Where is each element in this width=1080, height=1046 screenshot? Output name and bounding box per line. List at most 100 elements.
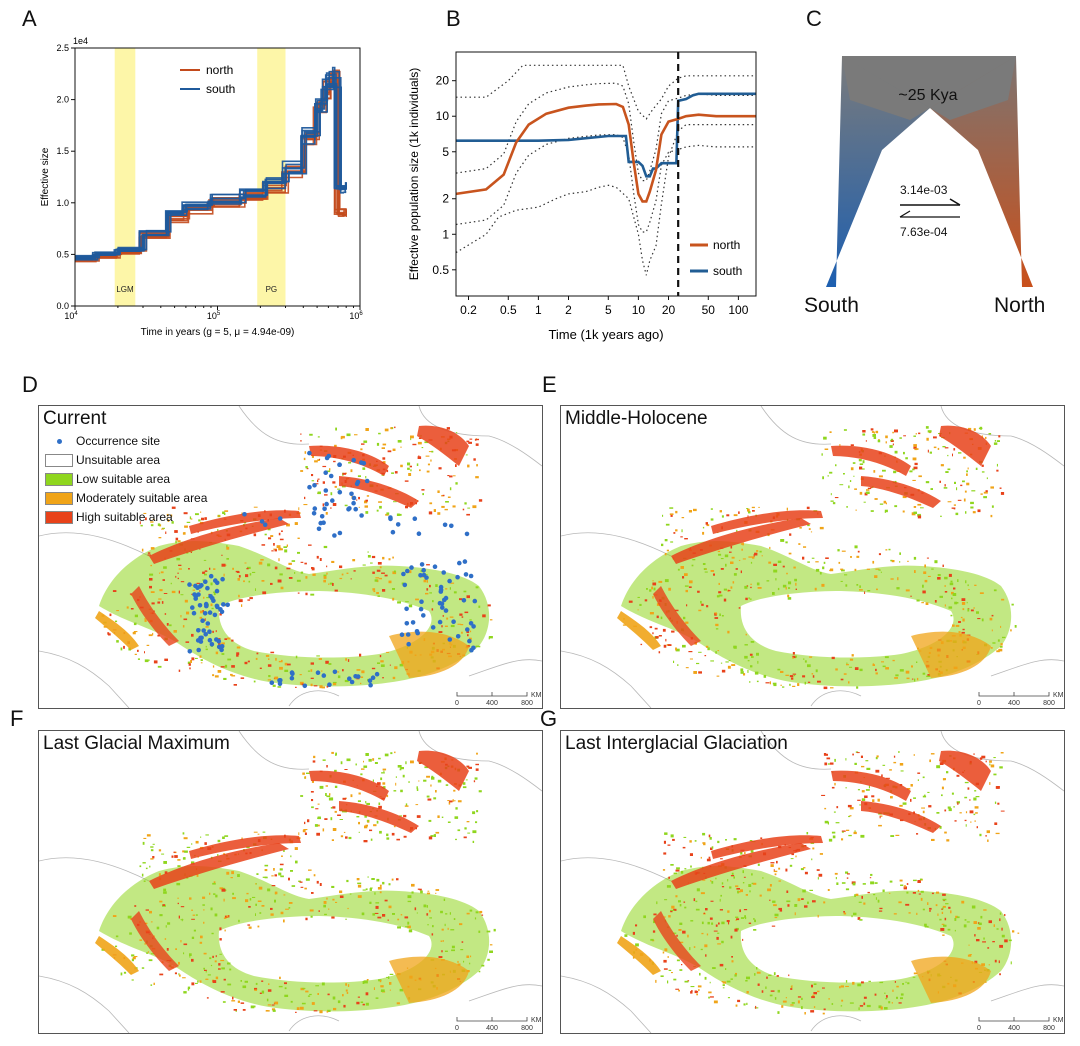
suitability-speckle <box>858 459 862 462</box>
suitability-speckle <box>221 563 226 567</box>
suitability-speckle <box>874 575 878 578</box>
suitability-speckle <box>310 683 313 687</box>
suitability-speckle <box>678 929 682 931</box>
suitability-speckle <box>466 765 470 768</box>
suitability-speckle <box>839 986 841 989</box>
suitability-speckle <box>803 867 806 869</box>
suitability-speckle <box>824 762 828 766</box>
suitability-speckle <box>341 573 344 576</box>
suitability-speckle <box>879 981 884 984</box>
suitability-speckle <box>668 969 672 971</box>
suitability-speckle <box>191 518 193 520</box>
suitability-speckle <box>157 601 161 604</box>
occurrence-site <box>412 516 418 521</box>
suitability-speckle <box>859 804 861 806</box>
suitability-speckle <box>865 440 867 442</box>
suitability-speckle <box>675 895 678 898</box>
suitability-speckle <box>295 1011 297 1013</box>
suitability-speckle <box>878 824 882 827</box>
country-border <box>288 690 340 707</box>
suitability-speckle <box>305 878 310 881</box>
suitability-speckle <box>791 853 794 856</box>
suitability-speckle <box>855 893 859 896</box>
suitability-speckle <box>915 433 917 435</box>
suitability-speckle <box>317 803 320 805</box>
suitability-speckle <box>960 484 963 487</box>
suitability-speckle <box>417 441 422 445</box>
suitability-speckle <box>870 487 873 489</box>
occurrence-site <box>332 669 338 675</box>
suitability-speckle <box>144 619 147 622</box>
suitability-speckle <box>882 889 885 893</box>
suitability-speckle <box>271 1004 275 1006</box>
suitability-speckle <box>362 889 366 891</box>
suitability-speckle <box>884 1007 888 1010</box>
suitability-speckle <box>899 763 904 766</box>
suitability-speckle <box>929 759 931 763</box>
suitability-speckle <box>159 973 164 976</box>
suitability-speckle <box>878 475 883 478</box>
suitability-high-west <box>131 586 179 646</box>
suitability-speckle <box>747 660 750 662</box>
suitability-speckle <box>930 488 933 490</box>
suitability-speckle <box>314 824 318 827</box>
suitability-speckle <box>350 469 353 473</box>
suitability-speckle <box>983 496 987 499</box>
suitability-speckle <box>325 793 327 796</box>
suitability-speckle <box>150 521 154 523</box>
suitability-speckle <box>720 568 724 570</box>
suitability-speckle <box>280 911 284 915</box>
suitability-speckle <box>232 996 234 1000</box>
suitability-speckle <box>675 648 680 652</box>
suitability-speckle <box>754 919 756 923</box>
suitability-speckle <box>884 511 886 513</box>
suitability-speckle <box>637 596 640 598</box>
suitability-speckle <box>815 561 819 563</box>
suitability-speckle <box>744 916 747 920</box>
suitability-speckle <box>829 431 832 433</box>
suitability-speckle <box>221 967 225 970</box>
suitability-speckle <box>822 1012 825 1015</box>
suitability-speckle <box>890 438 894 441</box>
suitability-speckle <box>288 877 290 881</box>
occurrence-site <box>219 609 225 615</box>
suitability-speckle <box>244 980 248 983</box>
suitability-speckle <box>962 480 965 483</box>
suitability-speckle <box>426 905 428 908</box>
suitability-speckle <box>682 930 686 934</box>
suitability-speckle <box>400 464 403 468</box>
y-tick-label-b: 0.5 <box>432 263 449 277</box>
suitability-speckle <box>885 502 887 505</box>
suitability-speckle <box>701 603 704 606</box>
suitability-speckle <box>304 562 307 565</box>
suitability-speckle <box>662 514 664 517</box>
suitability-speckle <box>221 888 226 892</box>
suitability-speckle <box>670 541 674 543</box>
suitability-speckle <box>332 503 337 506</box>
suitability-speckle <box>330 807 333 809</box>
suitability-speckle <box>365 499 368 502</box>
suitability-speckle <box>895 674 899 677</box>
suitability-speckle <box>163 593 168 594</box>
suitability-speckle <box>719 898 721 902</box>
suitability-speckle <box>365 801 367 804</box>
suitability-speckle <box>807 664 811 668</box>
suitability-speckle <box>241 604 243 607</box>
occurrence-site <box>388 515 393 520</box>
suitability-speckle <box>144 922 148 925</box>
suitability-speckle <box>706 524 710 527</box>
suitability-speckle <box>376 820 379 824</box>
suitability-speckle <box>644 599 648 602</box>
suitability-speckle <box>345 836 348 839</box>
country-border <box>468 984 542 1002</box>
suitability-speckle <box>418 762 422 764</box>
suitability-speckle <box>663 840 666 844</box>
suitability-speckle <box>944 484 946 487</box>
suitability-speckle <box>880 571 882 573</box>
occurrence-site <box>324 501 329 507</box>
suitability-speckle <box>831 831 836 834</box>
suitability-speckle <box>150 591 155 593</box>
map-panel-d: 0 400 800 KM Current Occurrence site Unsuit… <box>38 405 543 709</box>
suitability-speckle <box>358 496 360 500</box>
suitability-speckle <box>787 597 792 600</box>
